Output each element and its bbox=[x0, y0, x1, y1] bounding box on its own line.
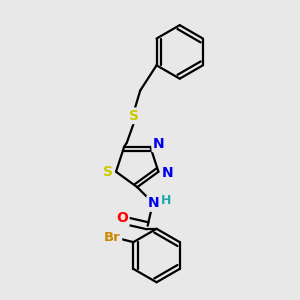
Text: H: H bbox=[161, 194, 171, 207]
Text: S: S bbox=[103, 165, 113, 179]
Text: O: O bbox=[116, 212, 128, 225]
Text: N: N bbox=[148, 196, 159, 211]
Text: N: N bbox=[161, 166, 173, 180]
Text: N: N bbox=[153, 137, 164, 151]
Text: Br: Br bbox=[104, 231, 121, 244]
Text: S: S bbox=[129, 109, 139, 123]
